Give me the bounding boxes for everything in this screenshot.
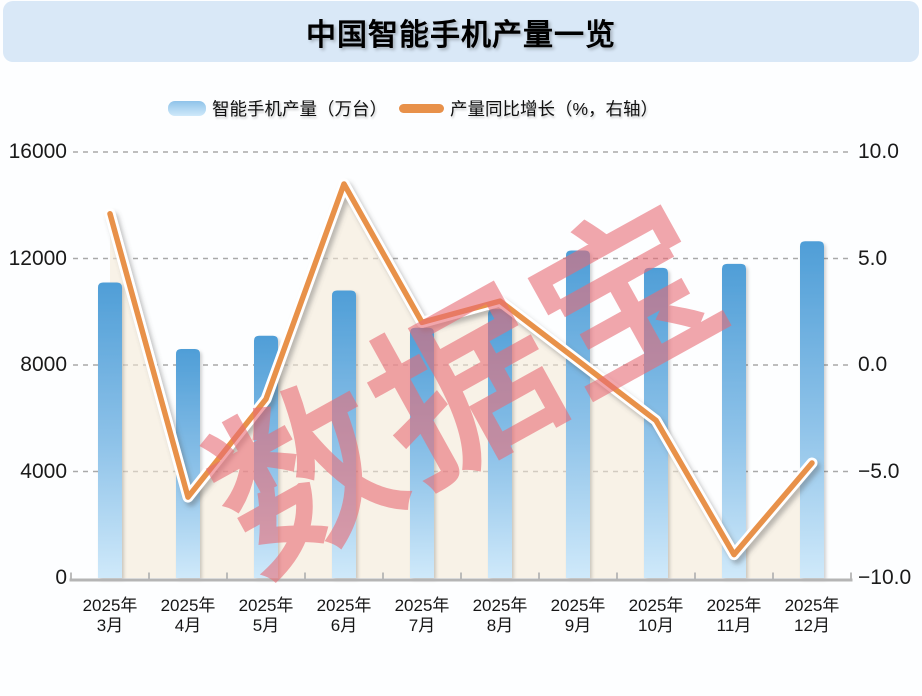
bar [566,250,590,578]
bar [332,290,356,578]
page-title: 中国智能手机产量一览 [306,18,616,52]
legend-label-growth: 产量同比增长（%，右轴） [450,98,659,119]
bar [98,282,122,578]
bar [800,241,824,578]
legend-item-production[interactable]: 智能手机产量（万台） [168,96,387,121]
legend-label-production: 智能手机产量（万台） [212,98,387,119]
chart-title-bar: 中国智能手机产量一览 [3,1,919,62]
growth-line [104,178,818,561]
line-area-fill [110,183,812,578]
line-series-swatch-icon [399,103,444,113]
bar [410,327,434,578]
legend-item-growth[interactable]: 产量同比增长（%，右轴） [399,96,658,121]
bar [722,263,746,578]
bar [488,309,512,578]
bar-series-swatch-icon [168,100,206,116]
bar [176,349,200,578]
legend: 智能手机产量（万台） 产量同比增长（%，右轴） [168,96,658,120]
